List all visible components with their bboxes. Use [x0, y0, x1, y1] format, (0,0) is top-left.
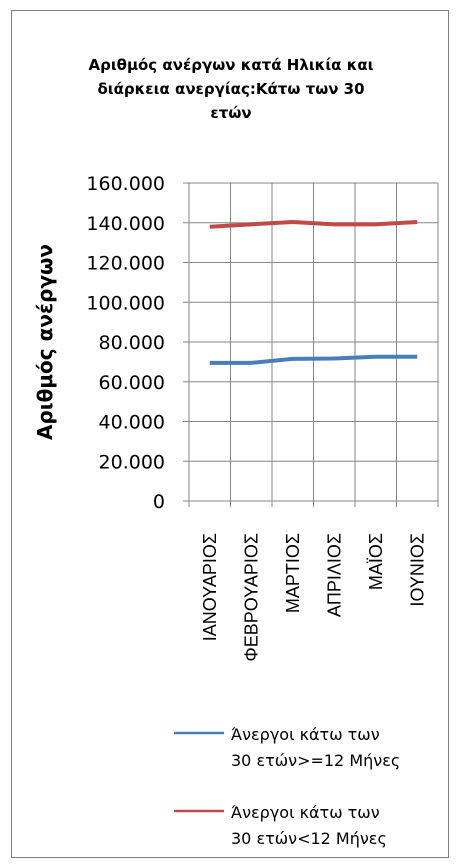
chart-frame: Αριθμός ανέργων κατά Ηλικία και διάρκεια…: [11, 10, 449, 858]
y-tick-label: 120.000: [86, 253, 165, 275]
x-tick-label: ΙΑΝΟΥΑΡΙΟΣ: [200, 533, 220, 641]
chart-title-line-1: Αριθμός ανέργων κατά Ηλικία και: [88, 56, 374, 74]
chart-title-line-2: διάρκεια ανεργίας:Κάτω των 30: [97, 80, 365, 98]
chart-title: Αριθμός ανέργων κατά Ηλικία και διάρκεια…: [12, 53, 450, 125]
x-tick-label: ΦΕΒΡΟΥΑΡΙΟΣ: [241, 533, 261, 662]
y-tick-label: 80.000: [99, 332, 165, 354]
series-line-1: [209, 354, 418, 365]
y-axis-label: Αριθμός ανέργων: [33, 244, 57, 440]
legend-entry-1-line-1: Άνεργοι κάτω των: [231, 725, 380, 744]
legend-entry-2-line-2: 30 ετών<12 Μήνες: [231, 829, 387, 848]
y-tick-label: 0: [153, 491, 165, 513]
y-tick-label: 60.000: [99, 372, 165, 394]
x-tick-label: ΜΑΪΟΣ: [366, 533, 386, 590]
legend-entry-1-line-2: 30 ετών>=12 Μήνες: [231, 751, 400, 770]
y-tick-label: 140.000: [86, 213, 165, 235]
x-tick-label: ΑΠΡΙΛΙΟΣ: [324, 533, 344, 617]
plot-area: 0 20.000 40.000 60.000 80.000 100.000 120.000 1…: [33, 173, 439, 848]
chart-title-line-3: ετών: [210, 104, 252, 122]
y-tick-label: 20.000: [99, 451, 165, 473]
x-tick-label: ΜΑΡΤΙΟΣ: [283, 533, 303, 613]
x-tick-label: ΙΟΥΝΙΟΣ: [407, 533, 427, 607]
series-line-2: [209, 219, 418, 229]
y-tick-label: 100.000: [86, 292, 165, 314]
y-tick-label: 160.000: [86, 173, 165, 195]
y-tick-label: 40.000: [99, 412, 165, 434]
legend-entry-2-line-1: Άνεργοι κάτω των: [231, 803, 380, 822]
